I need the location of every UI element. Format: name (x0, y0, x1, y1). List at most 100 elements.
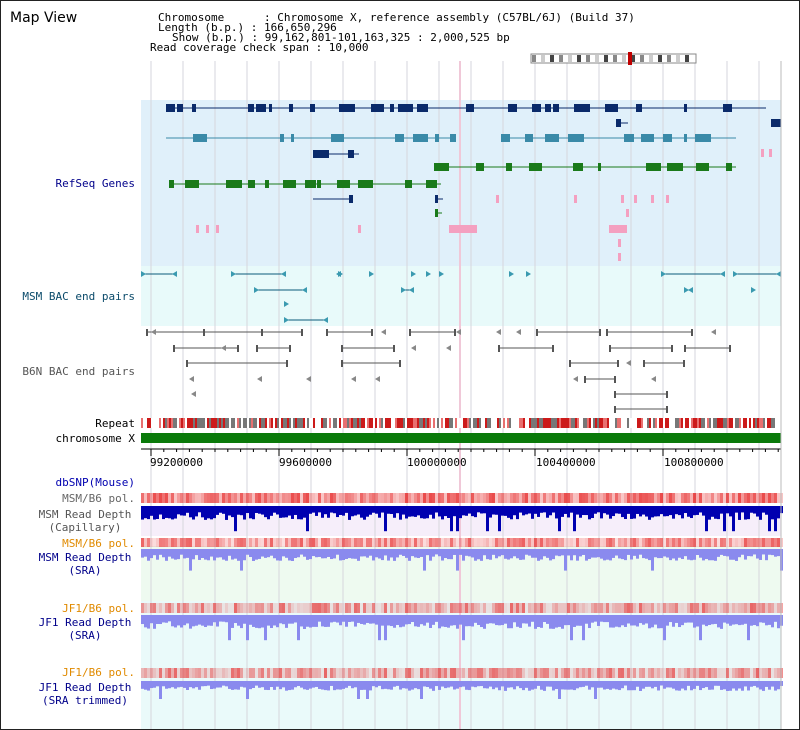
msm-pol2-segment (693, 538, 696, 547)
jf1-pol2-segment (624, 668, 627, 678)
jf1-pol-segment (531, 603, 534, 613)
msm-depth-sra-bar (225, 549, 228, 561)
msm-depth-sra-bar (171, 549, 174, 559)
jf1-pol-segment (288, 603, 291, 613)
repeat-segment (389, 418, 391, 428)
jf1-pol-segment (687, 603, 690, 613)
ideogram-band (559, 55, 563, 62)
jf1-pol-segment (708, 603, 711, 613)
jf1-pol-segment (702, 603, 705, 613)
jf1-pol-segment (537, 603, 540, 613)
jf1-pol2-segment (411, 668, 414, 678)
track-label-jf1-depth-trim[interactable]: JF1 Read Depth (SRA trimmed) (38, 681, 132, 707)
msm-pol2-segment (723, 538, 726, 547)
track-label-msm-depth-cap[interactable]: MSM Read Depth (Capillary) (38, 508, 132, 534)
jf1-depth-sra-bar (777, 615, 780, 629)
msm-depth-sra-bar (765, 549, 768, 561)
repeat-segment (659, 418, 661, 428)
track-label-msm-depth-sra[interactable]: MSM Read Depth (SRA) (38, 551, 132, 577)
msm-depth-sra-bar (447, 549, 450, 560)
msm-pol-segment (579, 493, 582, 503)
jf1-depth-trim-bar (375, 681, 378, 688)
jf1-pol-segment (492, 603, 495, 613)
msm-depth-cap-bar (348, 506, 351, 520)
jf1-depth-trim-bar (180, 681, 183, 687)
track-label-jf1-pol[interactable]: JF1/B6 pol. (62, 602, 135, 615)
msm-pol2-segment (153, 538, 156, 547)
jf1-depth-trim-bar (501, 681, 504, 687)
jf1-depth-sra-bar (651, 615, 654, 628)
jf1-depth-sra-bar (627, 615, 630, 624)
jf1-depth-trim-bar (150, 681, 153, 689)
jf1-depth-trim-bar (435, 681, 438, 687)
msm-depth-cap-bar (570, 506, 573, 513)
jf1-depth-sra-bar (216, 615, 219, 627)
repeat-segment (507, 418, 509, 428)
msm-pol-segment (660, 493, 663, 503)
jf1-pol2-segment (759, 668, 762, 678)
jf1-depth-trim-bar (693, 681, 696, 689)
msm-depth-cap-bar (654, 506, 657, 517)
repeat-segment (501, 418, 503, 428)
jf1-depth-trim-bar (270, 681, 273, 687)
jf1-depth-trim-bar (570, 681, 573, 690)
jf1-depth-trim-bar (360, 681, 363, 690)
msm-depth-cap-bar (249, 506, 252, 519)
msm-depth-sra-bar (645, 549, 648, 559)
jf1-depth-sra-bar (618, 615, 621, 628)
track-label-refseq[interactable]: RefSeq Genes (55, 177, 135, 190)
jf1-pol2-segment (690, 668, 693, 678)
track-label-msm-pol[interactable]: MSM/B6 pol. (62, 492, 135, 505)
track-label-msm-bac[interactable]: MSM BAC end pairs (22, 290, 135, 303)
snp-marker (769, 149, 772, 157)
jf1-pol2-segment (597, 668, 600, 678)
msm-pol-segment (303, 493, 306, 503)
jf1-depth-sra-bar (366, 615, 369, 623)
jf1-depth-sra-bar (243, 615, 246, 624)
msm-depth-sra-bar (471, 549, 474, 558)
track-label-b6n-bac[interactable]: B6N BAC end pairs (22, 365, 135, 378)
msm-pol2-segment (573, 538, 576, 547)
msm-depth-cap-bar (477, 506, 480, 513)
jf1-depth-sra-bar (711, 615, 714, 625)
msm-pol-segment (684, 493, 687, 503)
msm-pol2-segment (495, 538, 498, 547)
jf1-depth-sra-bar (465, 615, 468, 627)
jf1-pol-segment (774, 603, 777, 613)
msm-pol-segment (468, 493, 471, 503)
jf1-pol-segment (648, 603, 651, 613)
msm-depth-sra-bar (702, 549, 705, 561)
bac-end-marker (284, 301, 289, 307)
jf1-depth-trim-bar (396, 681, 399, 686)
repeat-segment (207, 418, 209, 428)
msm-depth-sra-bar (486, 549, 489, 560)
track-label-msm-pol-2[interactable]: MSM/B6 pol. (62, 537, 135, 550)
track-label-jf1-pol-2[interactable]: JF1/B6 pol. (62, 666, 135, 679)
msm-depth-sra-bar (420, 549, 423, 557)
msm-depth-sra-bar (501, 549, 504, 556)
jf1-depth-trim-bar (255, 681, 258, 686)
msm-pol2-segment (696, 538, 699, 547)
track-label-jf1-depth-sra[interactable]: JF1 Read Depth (SRA) (38, 616, 132, 642)
jf1-pol2-segment (567, 668, 570, 678)
jf1-pol-segment (657, 603, 660, 613)
msm-pol2-segment (528, 538, 531, 547)
jf1-pol-segment (177, 603, 180, 613)
jf1-pol2-segment (756, 668, 759, 678)
bac-end-marker (375, 376, 380, 382)
jf1-depth-sra-bar (450, 615, 453, 626)
jf1-pol-segment (588, 603, 591, 613)
jf1-depth-sra-bar (471, 615, 474, 627)
msm-depth-sra-bar (609, 549, 612, 561)
msm-pol2-segment (618, 538, 621, 547)
jf1-pol2-segment (192, 668, 195, 678)
msm-pol-segment (627, 493, 630, 503)
bac-end-tick (643, 360, 645, 367)
jf1-pol2-segment (492, 668, 495, 678)
track-label-repeat[interactable]: Repeat (95, 417, 135, 430)
bac-end-tick (683, 360, 685, 367)
track-label-dbsnp[interactable]: dbSNP(Mouse) (55, 476, 135, 489)
repeat-segment (563, 418, 565, 428)
msm-pol2-segment (531, 538, 534, 547)
